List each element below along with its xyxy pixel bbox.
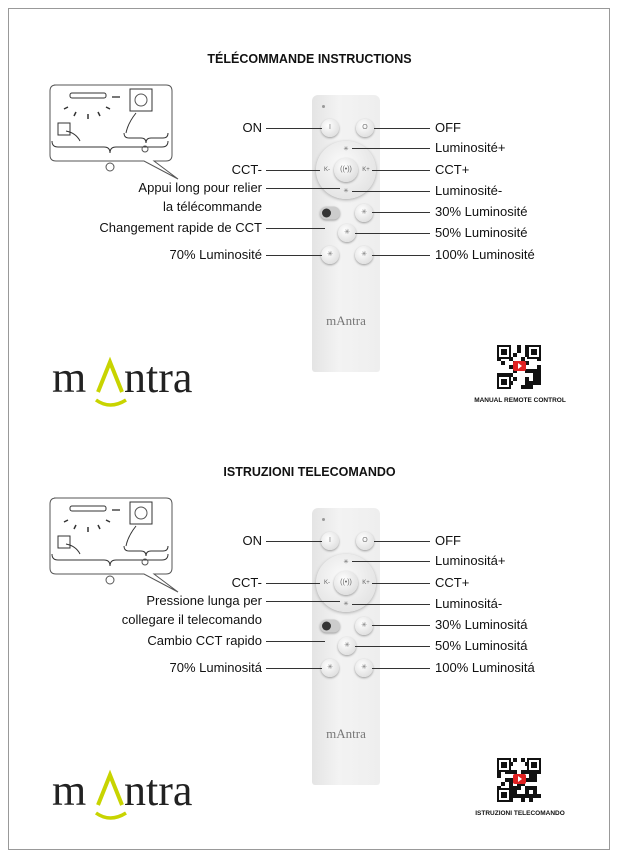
label-b30: 30% Luminosité [435, 204, 528, 219]
cct-minus-button[interactable]: K- [324, 580, 330, 586]
brightness-down-button[interactable]: ✳ [343, 188, 349, 195]
leader-line [372, 625, 430, 626]
remote-brand: mAntra [326, 726, 366, 741]
section-italian: ISTRUZIONI TELECOMANDO mAntra I O ✳ K- K+ ✳ ✳ ✳ ✳ ✳… [0, 413, 619, 833]
leader-line [266, 128, 322, 129]
on-button[interactable]: I [321, 119, 339, 137]
leader-line [355, 233, 430, 234]
leader-line [372, 583, 430, 584]
leader-line [266, 668, 322, 669]
leader-line [352, 148, 430, 149]
leader-line [266, 541, 322, 542]
brightness-up-button[interactable]: ✳ [343, 559, 349, 566]
leader-line [266, 601, 340, 602]
remote-brand: mAntra [326, 313, 366, 328]
leader-line [355, 646, 430, 647]
brightness-30-button[interactable]: ✳ [355, 204, 373, 222]
svg-text:m: m [52, 766, 86, 815]
cct-plus-button[interactable]: K+ [362, 167, 370, 173]
pair-button[interactable]: ((•)) [334, 158, 358, 182]
brightness-100-button[interactable]: ✳ [355, 246, 373, 264]
label-b70: 70% Luminositá [169, 660, 263, 675]
leader-line [266, 228, 325, 229]
label-pair-line2: la télécommande [163, 199, 262, 214]
label-quick-cct: Changement rapide de CCT [99, 220, 262, 235]
cct-minus-button[interactable]: K- [324, 167, 330, 173]
label-quick-cct: Cambio CCT rapido [147, 633, 262, 648]
label-pair-line1: Pressione lunga per [146, 593, 262, 608]
leader-line [352, 191, 430, 192]
brightness-70-button[interactable]: ✳ [321, 246, 339, 264]
leader-line [266, 170, 320, 171]
led-indicator [322, 105, 325, 108]
label-b70: 70% Luminosité [169, 247, 263, 262]
leader-line [266, 255, 322, 256]
label-on: ON [242, 533, 263, 548]
off-button[interactable]: O [356, 119, 374, 137]
section-title: ISTRUZIONI TELECOMANDO [223, 465, 396, 479]
leader-line [372, 212, 430, 213]
label-b30: 30% Luminositá [435, 617, 528, 632]
brightness-down-button[interactable]: ✳ [343, 601, 349, 608]
qr-code[interactable] [497, 758, 541, 802]
label-off: OFF [435, 533, 461, 548]
off-button[interactable]: O [356, 532, 374, 550]
label-pair-line1: Appui long pour relier [138, 180, 262, 195]
qr-code[interactable] [497, 345, 541, 389]
label-pair-line2: collegare il telecomando [121, 612, 262, 627]
brightness-50-button[interactable]: ✳ [338, 637, 356, 655]
label-brightness-up: Luminosité+ [435, 140, 506, 155]
svg-text:ntra: ntra [124, 353, 192, 402]
leader-line [374, 541, 430, 542]
led-indicator [322, 518, 325, 521]
leader-line [266, 583, 320, 584]
label-b50: 50% Luminosité [435, 225, 528, 240]
label-brightness-down: Luminositá- [435, 596, 503, 611]
brightness-100-button[interactable]: ✳ [355, 659, 373, 677]
label-cct-plus: CCT+ [435, 162, 470, 177]
mantra-logo: mntramantra [52, 350, 227, 410]
pairing-illustration [48, 83, 188, 183]
cct-plus-button[interactable]: K+ [362, 580, 370, 586]
leader-line [372, 170, 430, 171]
leader-line [372, 668, 430, 669]
label-off: OFF [435, 120, 461, 135]
label-b100: 100% Luminositá [435, 660, 535, 675]
label-brightness-up: Luminositá+ [435, 553, 506, 568]
leader-line [352, 604, 430, 605]
brightness-50-button[interactable]: ✳ [338, 224, 356, 242]
quick-cct-toggle[interactable] [320, 619, 340, 633]
leader-line [266, 188, 340, 189]
on-button[interactable]: I [321, 532, 339, 550]
brightness-30-button[interactable]: ✳ [355, 617, 373, 635]
quick-cct-toggle[interactable] [320, 206, 340, 220]
leader-line [266, 641, 325, 642]
mantra-logo: mntramantra [52, 763, 227, 823]
page-border [8, 8, 610, 850]
brightness-70-button[interactable]: ✳ [321, 659, 339, 677]
remote-control: mAntra I O ✳ K- K+ ✳ ✳ ✳ ✳ ✳ ((•)) [312, 508, 380, 785]
svg-text:m: m [52, 353, 86, 402]
leader-line [374, 128, 430, 129]
svg-text:ntra: ntra [124, 766, 192, 815]
pair-button[interactable]: ((•)) [334, 571, 358, 595]
brightness-up-button[interactable]: ✳ [343, 146, 349, 153]
label-cct-plus: CCT+ [435, 575, 470, 590]
leader-line [352, 561, 430, 562]
remote-control: mAntra I O ✳ K- K+ ✳ ✳ ✳ ✳ ✳ ((•)) [312, 95, 380, 372]
label-on: ON [242, 120, 263, 135]
section-title: TÉLÉCOMMANDE INSTRUCTIONS [207, 52, 412, 66]
label-cct-minus: CCT- [231, 575, 262, 590]
pairing-illustration [48, 496, 188, 596]
qr-caption: MANUAL REMOTE CONTROL [474, 397, 566, 404]
label-b50: 50% Luminositá [435, 638, 528, 653]
section-french: TÉLÉCOMMANDE INSTRUCTIONS mAntra I O ✳ K- K+ ✳ ✳… [0, 0, 619, 420]
label-brightness-down: Luminosité- [435, 183, 503, 198]
qr-caption: ISTRUZIONI TELECOMANDO [475, 810, 565, 817]
label-b100: 100% Luminosité [435, 247, 535, 262]
leader-line [372, 255, 430, 256]
label-cct-minus: CCT- [231, 162, 262, 177]
